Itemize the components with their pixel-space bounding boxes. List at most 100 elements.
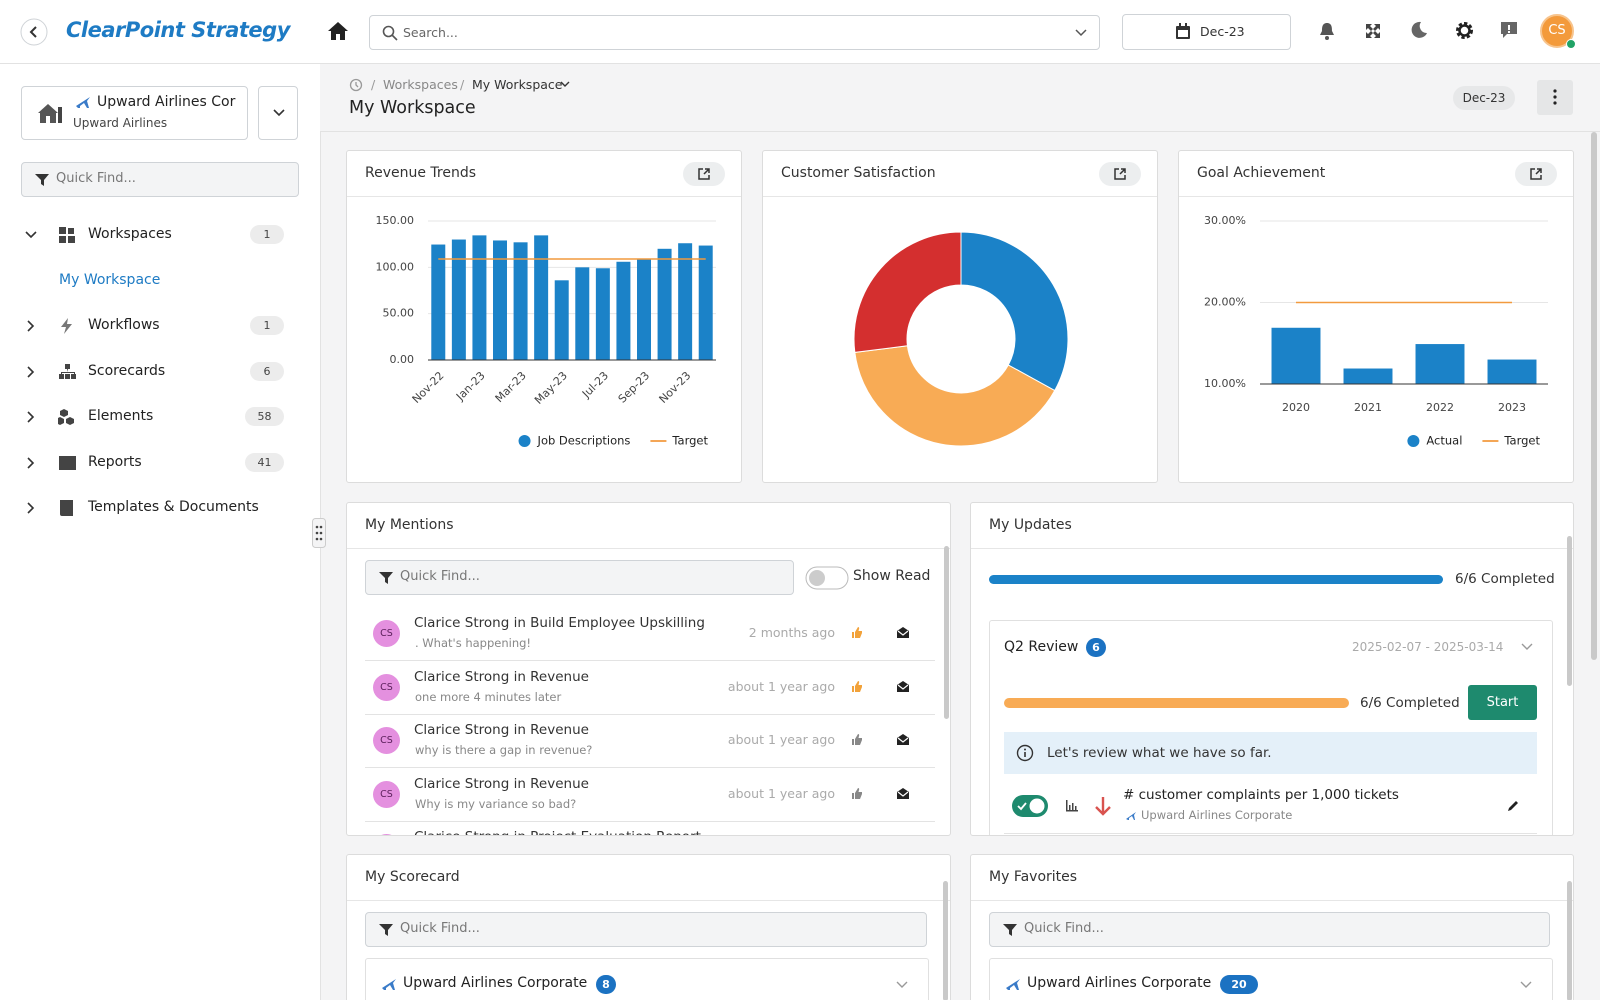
dark-mode-icon[interactable] [1410,21,1428,39]
quick-find[interactable]: Quick Find... [365,560,794,595]
x-tick-label: 2020 [1282,401,1310,414]
page-scrollbar[interactable] [1591,132,1597,660]
info-box: Let's review what we have so far. [1004,732,1537,774]
scrollbar[interactable] [1567,536,1572,686]
quick-find-placeholder: Quick Find... [400,921,480,936]
open-button[interactable] [1515,162,1557,186]
envelope-flap [897,684,909,690]
group-row[interactable]: Upward Airlines Corporate 20 [989,958,1553,1000]
x-tick-label: 2023 [1498,401,1526,414]
donut-slice [960,231,1069,392]
toggle-knob [1029,798,1045,814]
mention-row[interactable]: CS Clarice Strong in Build Employee Upski… [365,607,935,661]
quick-find[interactable]: Quick Find... [989,912,1550,947]
mention-row[interactable]: CS Clarice Strong in Revenue why is there … [365,714,935,768]
search-dropdown[interactable] [1075,28,1087,38]
mention-row[interactable]: CS Clarice Strong in Project Evaluation R… [365,821,935,835]
org-dropdown[interactable] [258,86,298,140]
expand-chevron[interactable] [24,456,38,470]
show-read-toggle[interactable] [805,566,849,590]
org-selector[interactable]: Upward Airlines Cor Upward Airlines [21,86,248,140]
breadcrumb-link[interactable]: Workspaces [383,77,458,92]
expand-chevron[interactable] [24,319,38,333]
nav-item[interactable]: Elements 58 [0,397,320,437]
scrollbar[interactable] [943,881,948,1000]
org-subtitle: Upward Airlines [73,116,168,130]
item-toggle[interactable] [1012,795,1048,817]
breadcrumb-current[interactable]: My Workspace [472,77,563,92]
mention-text: Clarice Strong in Revenue [414,775,589,792]
online-status [1566,39,1576,49]
scrollbar[interactable] [944,546,949,719]
bar [1415,344,1465,384]
nav-count: 6 [250,361,284,381]
open-button[interactable] [683,162,725,186]
search-box[interactable]: Search... [369,15,1100,50]
nav-item[interactable]: Workflows 1 [0,306,320,346]
thumb [852,680,862,692]
period-selector[interactable]: Dec-23 [1122,14,1291,50]
nav-item[interactable]: Workspaces 1 [0,215,320,255]
like-icon[interactable] [851,734,863,746]
fullscreen-icon[interactable] [1364,22,1382,40]
quick-find[interactable]: Quick Find... [21,162,299,197]
bar [493,240,507,360]
review-item[interactable]: # customer complaints per 1,000 tickets U… [1004,781,1537,834]
donut-slice [854,345,1056,447]
nav-item[interactable]: Scorecards 6 [0,352,320,392]
sidebar-resize-handle[interactable] [312,518,326,548]
expand-chevron[interactable] [24,501,38,515]
review-dates: 2025-02-07 - 2025-03-14 [1352,640,1504,654]
like-icon[interactable] [851,787,863,800]
quick-find[interactable]: Quick Find... [365,912,927,947]
mention-avatar: CS [373,780,400,808]
expand-chevron[interactable] [24,228,38,242]
read-icon[interactable] [896,680,910,693]
logo[interactable]: ClearPoint Strategy [66,18,290,42]
more-menu[interactable] [1537,80,1573,115]
mention-text: Clarice Strong in Revenue [414,668,589,685]
progress-label: 6/6 Completed [1455,571,1555,587]
expand-chevron[interactable] [24,365,38,379]
edit-icon[interactable] [1506,799,1520,813]
card-header: Revenue Trends [347,151,741,197]
link-box [1114,168,1126,180]
settings-icon[interactable] [1455,21,1474,40]
card-header: Goal Achievement [1179,151,1573,197]
bar [472,235,487,360]
nav-sub-item[interactable]: My Workspace [59,271,161,288]
read-icon[interactable] [896,626,910,639]
start-button[interactable]: Start [1468,685,1537,720]
bar [616,261,631,360]
nav-item[interactable]: Templates & Documents [0,488,320,528]
expand-chevron[interactable] [24,410,38,424]
period-label: Dec-23 [1200,24,1245,39]
chart-icon[interactable] [1065,800,1079,812]
help-icon[interactable] [1500,21,1518,39]
read-icon[interactable] [896,787,910,800]
expand-chevron[interactable] [1521,643,1533,652]
open-button[interactable] [1099,162,1141,186]
history-icon[interactable] [349,78,363,92]
home-icon[interactable] [327,21,349,41]
chart [853,231,1069,447]
card-title: Goal Achievement [1197,165,1326,181]
breadcrumb-dropdown[interactable] [560,81,570,89]
mention-note: why is there a gap in revenue? [415,743,593,757]
group-row[interactable]: Upward Airlines Corporate 8 [365,958,929,1000]
icon-shape [59,227,75,243]
mention-text: Clarice Strong in Build Employee Upskill… [414,615,705,631]
like-icon[interactable] [851,680,863,693]
mention-row[interactable]: CS Clarice Strong in Revenue one more 4 mi… [365,661,935,715]
expand-chevron[interactable] [1520,981,1532,990]
like-icon[interactable] [851,627,863,639]
notifications-icon[interactable] [1318,21,1336,41]
expand-chevron[interactable] [896,981,908,990]
mention-row[interactable]: CS Clarice Strong in Revenue Why is my var… [365,768,935,822]
y-tick-label: 10.00% [1204,377,1246,390]
scrollbar[interactable] [1567,881,1572,1000]
read-icon[interactable] [896,733,910,746]
nav-item[interactable]: Reports 41 [0,443,320,483]
collapse-button[interactable] [20,18,48,46]
